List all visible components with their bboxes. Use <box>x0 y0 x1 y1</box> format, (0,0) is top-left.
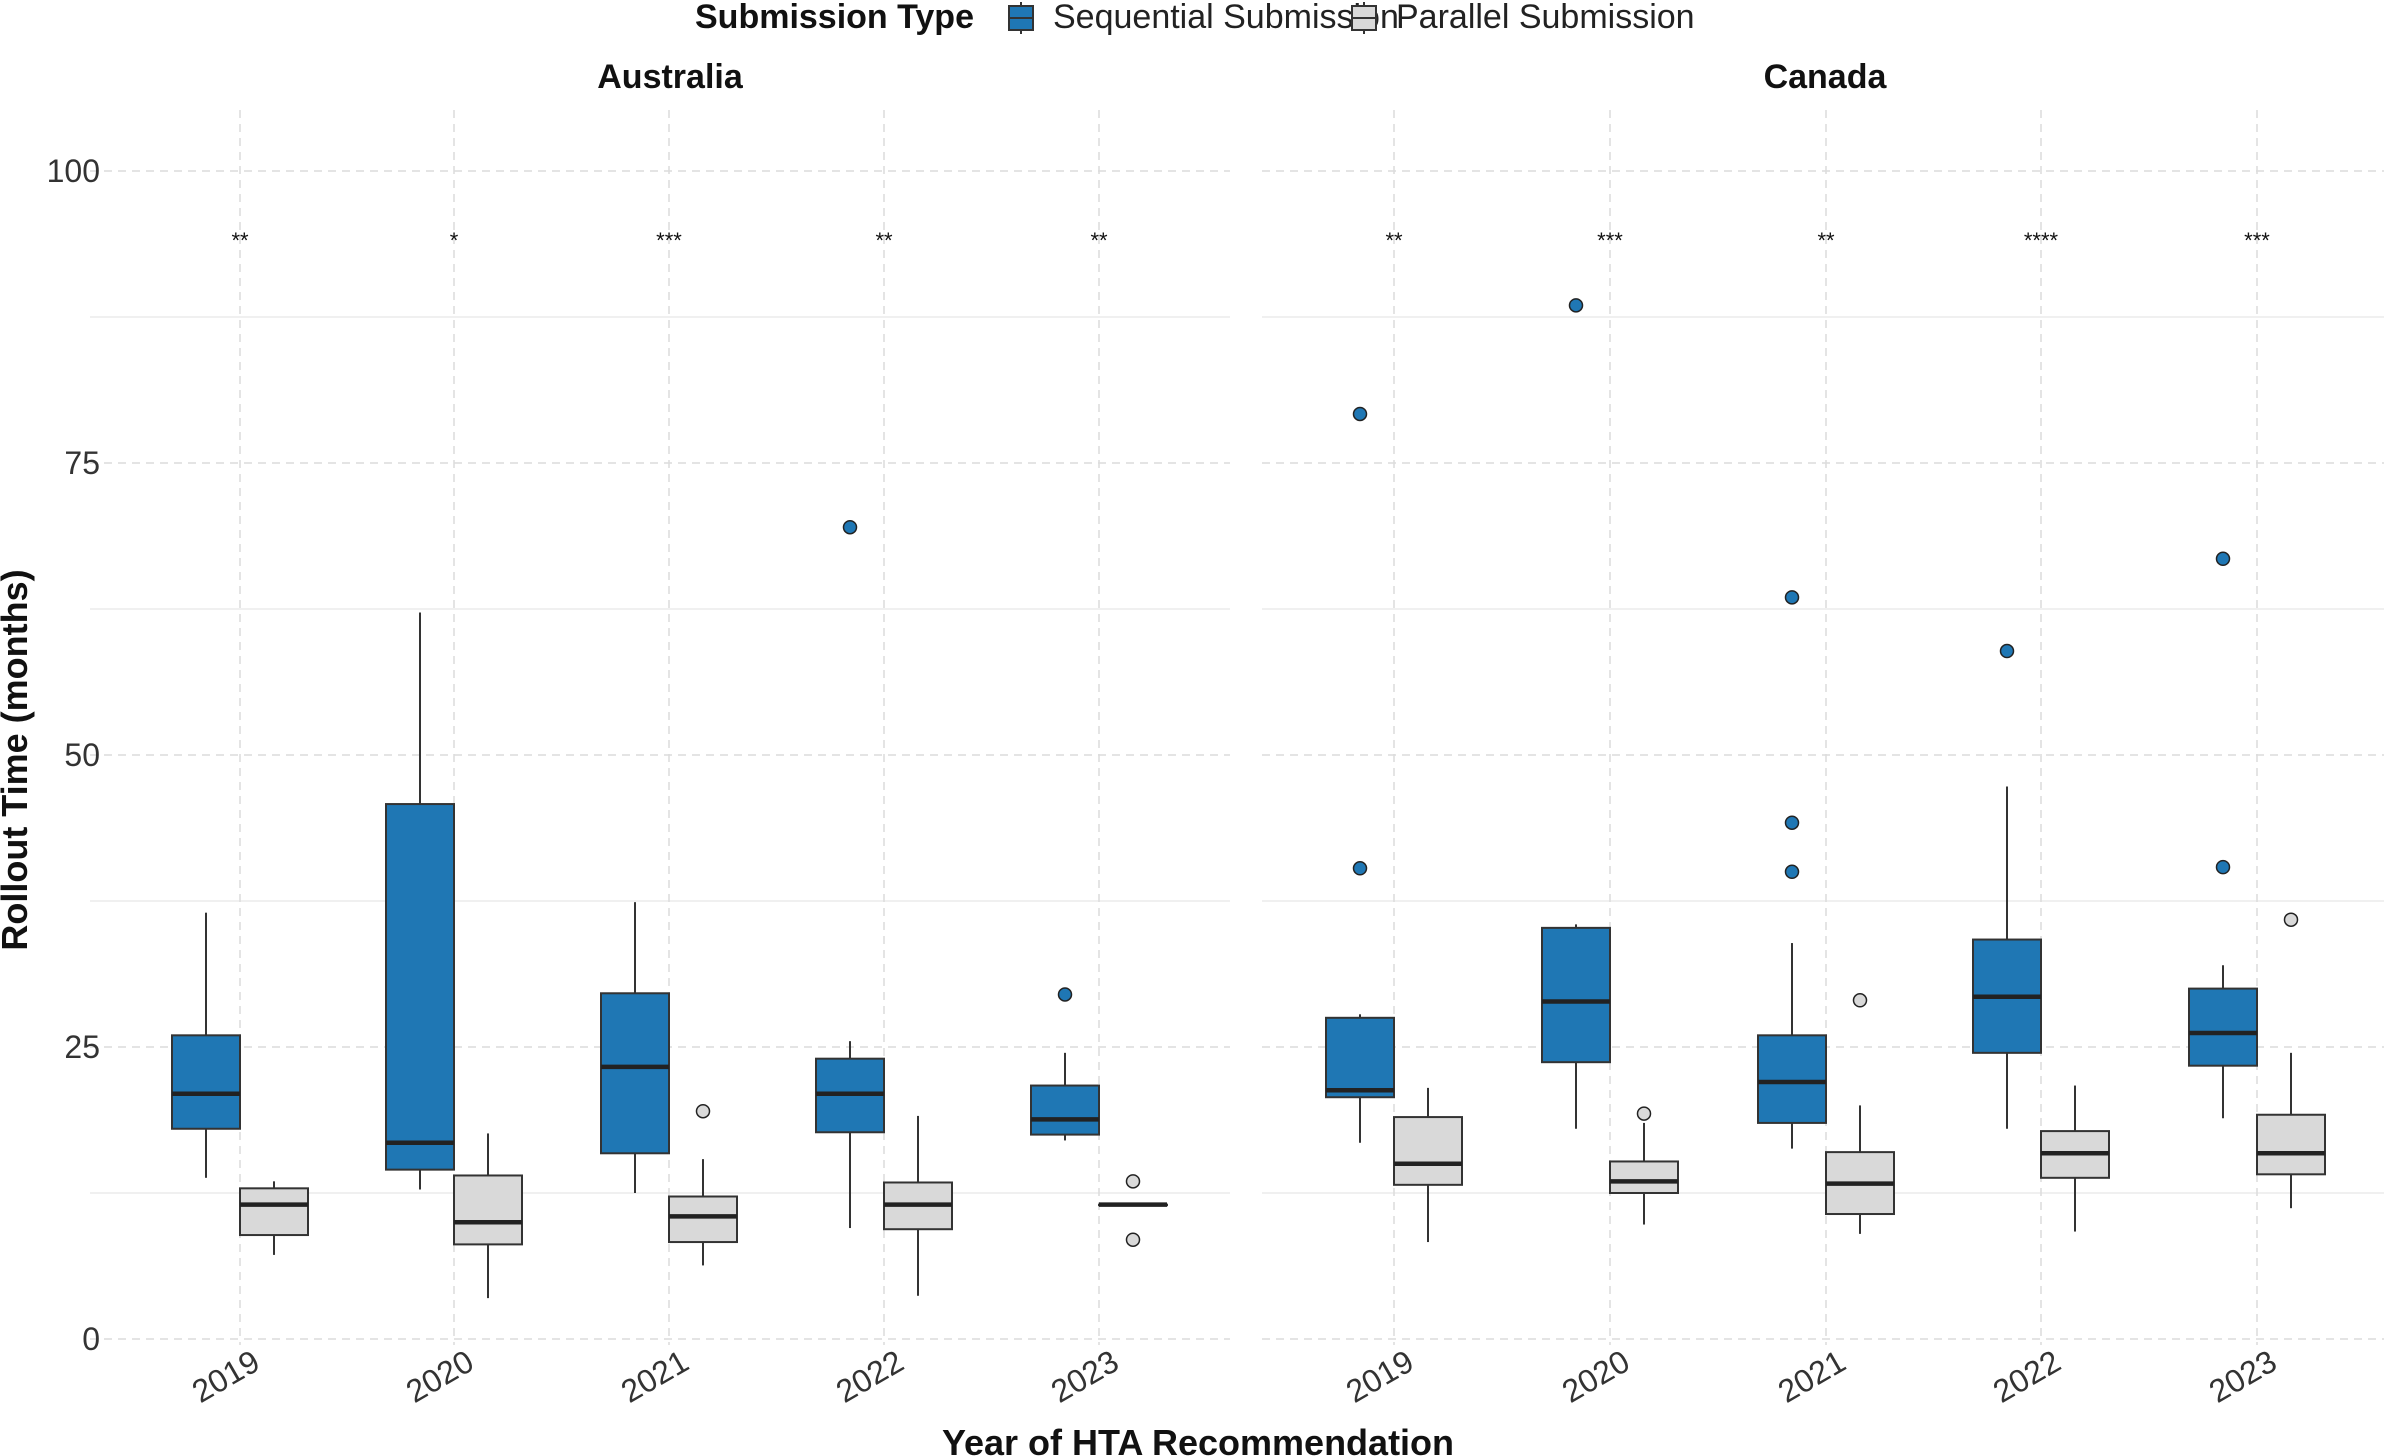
y-axis-title: Rollout Time (months) <box>0 569 35 950</box>
box <box>2188 551 2258 1119</box>
significance-label: ** <box>231 228 249 253</box>
box <box>1825 993 1895 1234</box>
outlier-point <box>1352 861 1368 876</box>
significance-label: * <box>450 228 459 253</box>
outlier-point <box>695 1103 711 1119</box>
iqr-box <box>1325 1016 1395 1099</box>
iqr-box <box>1609 1160 1679 1194</box>
outlier-point <box>1784 590 1800 605</box>
iqr-box <box>385 803 455 1171</box>
legend-item: Sequential Submission <box>1008 0 1399 36</box>
iqr-box <box>453 1174 523 1246</box>
significance-label: *** <box>656 228 682 253</box>
iqr-box <box>1030 1084 1100 1136</box>
legend-label: Sequential Submission <box>1053 0 1399 36</box>
outlier-point <box>1784 815 1800 830</box>
box <box>600 902 670 1193</box>
significance-label: **** <box>2024 228 2059 253</box>
outlier-point <box>1125 1232 1141 1247</box>
x-tick-label: 2023 <box>1045 1343 1125 1410</box>
x-axis-title: Year of HTA Recommendation <box>942 1422 1454 1456</box>
outlier-point <box>1636 1106 1652 1121</box>
x-tick-label: 2021 <box>1772 1343 1852 1410</box>
outlier-point <box>1057 987 1073 1002</box>
significance-label: ** <box>1090 228 1108 253</box>
outlier-point <box>842 519 858 535</box>
box <box>2040 1085 2110 1232</box>
x-tick-label: 2020 <box>400 1343 480 1410</box>
outlier-point <box>1852 993 1868 1008</box>
box <box>2256 912 2326 1209</box>
box <box>815 519 885 1229</box>
box <box>1030 987 1100 1141</box>
legend-item: Parallel Submission <box>1351 0 1695 36</box>
x-tick-label: 2020 <box>1556 1343 1636 1410</box>
outlier-point <box>1125 1174 1141 1189</box>
panel-title: Australia <box>597 58 744 96</box>
series <box>1393 912 2326 1243</box>
x-tick-label: 2022 <box>1987 1343 2067 1410</box>
box <box>1609 1106 1679 1225</box>
outlier-point <box>1568 298 1584 313</box>
significance-label: ** <box>1385 228 1403 253</box>
x-tick-label: 2021 <box>615 1343 695 1410</box>
iqr-box <box>1393 1116 1463 1186</box>
iqr-box <box>600 992 670 1155</box>
box <box>1972 643 2042 1129</box>
outlier-point <box>1784 864 1800 880</box>
box <box>385 612 455 1190</box>
significance-label: ** <box>875 228 893 253</box>
significance-label: *** <box>1597 228 1623 253</box>
significance-label: ** <box>1817 228 1835 253</box>
box <box>1393 1087 1463 1243</box>
box <box>883 1115 953 1296</box>
significance-label: *** <box>2244 228 2270 253</box>
box <box>171 912 241 1178</box>
outlier-point <box>2283 912 2299 927</box>
x-tick-label: 2019 <box>186 1343 266 1410</box>
series <box>1325 298 2258 1149</box>
iqr-box <box>2188 987 2258 1067</box>
y-tick-label: 50 <box>64 737 100 773</box>
iqr-box <box>2256 1113 2326 1176</box>
legend-title: Submission Type <box>695 0 974 36</box>
iqr-box <box>1757 1034 1827 1124</box>
box <box>1541 298 1611 1129</box>
panel-title: Canada <box>1764 58 1888 96</box>
y-tick-label: 25 <box>64 1029 100 1065</box>
panel: Australia 0 25 50 75 100 2019 2020 2021 2022 2023 *… <box>47 58 1230 1410</box>
outlier-point <box>1352 406 1368 422</box>
box <box>1325 406 1395 1143</box>
iqr-box <box>171 1034 241 1130</box>
box <box>239 1181 309 1255</box>
box <box>1098 1174 1168 1247</box>
iqr-box <box>239 1187 309 1237</box>
iqr-box <box>1541 926 1611 1064</box>
iqr-box <box>668 1195 738 1244</box>
box <box>453 1133 523 1299</box>
legend-label: Parallel Submission <box>1396 0 1695 36</box>
legend: Submission Type Sequential SubmissionPar… <box>695 0 1695 36</box>
series <box>171 519 1100 1229</box>
outlier-point <box>2215 551 2231 567</box>
outlier-point <box>2215 859 2231 875</box>
y-tick-label: 100 <box>47 153 100 189</box>
y-tick-label: 0 <box>82 1321 100 1357</box>
x-tick-label: 2023 <box>2203 1343 2283 1410</box>
series <box>239 1103 1168 1299</box>
x-tick-label: 2022 <box>830 1343 910 1410</box>
outlier-point <box>1999 643 2015 659</box>
y-tick-label: 75 <box>64 445 100 481</box>
box <box>668 1103 738 1266</box>
box <box>1757 590 1827 1149</box>
x-tick-label: 2019 <box>1340 1343 1420 1410</box>
